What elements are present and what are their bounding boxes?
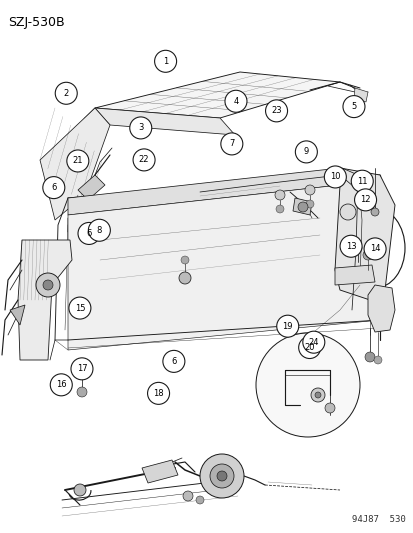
Circle shape [275, 205, 283, 213]
Circle shape [362, 250, 372, 260]
Circle shape [304, 185, 314, 195]
Text: 5: 5 [351, 102, 356, 111]
Text: 10: 10 [329, 173, 340, 181]
Text: SZJ-530B: SZJ-530B [8, 16, 64, 29]
Polygon shape [68, 168, 339, 215]
Circle shape [305, 200, 313, 208]
Circle shape [199, 454, 243, 498]
Circle shape [274, 190, 284, 200]
Text: 13: 13 [345, 242, 356, 251]
Text: 12: 12 [359, 196, 370, 204]
Circle shape [74, 484, 86, 496]
Circle shape [88, 219, 110, 241]
Circle shape [302, 331, 324, 353]
Circle shape [364, 352, 374, 362]
Polygon shape [367, 285, 394, 332]
Circle shape [178, 272, 190, 284]
Text: 9: 9 [303, 148, 308, 156]
Text: 20: 20 [304, 343, 314, 352]
Text: 15: 15 [74, 304, 85, 312]
Circle shape [314, 392, 320, 398]
Circle shape [195, 496, 204, 504]
Text: 18: 18 [153, 389, 164, 398]
Circle shape [297, 202, 307, 212]
Text: 6: 6 [86, 229, 91, 238]
Circle shape [353, 244, 361, 252]
Circle shape [265, 100, 287, 122]
Circle shape [36, 273, 60, 297]
Polygon shape [142, 460, 178, 483]
Circle shape [180, 256, 189, 264]
Polygon shape [68, 185, 379, 350]
Circle shape [342, 95, 364, 118]
Text: 24: 24 [308, 338, 318, 346]
Circle shape [276, 315, 298, 337]
Circle shape [183, 491, 192, 501]
Polygon shape [334, 265, 374, 285]
Circle shape [43, 176, 65, 199]
Text: 21: 21 [72, 157, 83, 165]
Polygon shape [353, 88, 367, 102]
Text: 23: 23 [271, 107, 281, 115]
Circle shape [350, 170, 373, 192]
Text: 4: 4 [233, 97, 238, 106]
Polygon shape [334, 168, 394, 300]
Circle shape [216, 471, 226, 481]
Circle shape [66, 150, 89, 172]
Circle shape [154, 50, 176, 72]
Circle shape [354, 189, 376, 211]
Circle shape [255, 333, 359, 437]
Circle shape [324, 403, 334, 413]
Circle shape [323, 166, 346, 188]
Circle shape [147, 382, 169, 405]
Circle shape [310, 388, 324, 402]
Polygon shape [40, 108, 110, 220]
Circle shape [370, 208, 378, 216]
Polygon shape [68, 192, 279, 232]
Text: 14: 14 [369, 245, 380, 253]
Text: 11: 11 [356, 177, 367, 185]
Circle shape [224, 90, 247, 112]
Circle shape [209, 464, 233, 488]
Circle shape [220, 133, 242, 155]
Circle shape [339, 235, 361, 257]
Circle shape [43, 280, 53, 290]
Text: 94J87  530: 94J87 530 [351, 515, 405, 524]
Text: 19: 19 [282, 322, 292, 330]
Polygon shape [95, 72, 339, 118]
Circle shape [71, 358, 93, 380]
Text: 17: 17 [76, 365, 87, 373]
Polygon shape [10, 305, 25, 325]
Polygon shape [95, 108, 235, 135]
Circle shape [69, 297, 91, 319]
Text: 1: 1 [163, 57, 168, 66]
Text: 22: 22 [138, 156, 149, 164]
Text: 6: 6 [171, 357, 176, 366]
Circle shape [339, 204, 355, 220]
Circle shape [363, 238, 385, 260]
Text: 6: 6 [51, 183, 56, 192]
Polygon shape [292, 198, 311, 215]
Text: 3: 3 [138, 124, 143, 132]
Circle shape [373, 356, 381, 364]
Circle shape [50, 374, 72, 396]
Circle shape [129, 117, 152, 139]
Circle shape [298, 336, 320, 359]
Circle shape [133, 149, 155, 171]
Polygon shape [78, 175, 105, 200]
Polygon shape [18, 240, 72, 360]
Circle shape [55, 82, 77, 104]
Circle shape [162, 350, 185, 373]
Text: 2: 2 [64, 89, 69, 98]
Circle shape [78, 222, 100, 245]
Text: 8: 8 [97, 226, 102, 235]
Text: 7: 7 [229, 140, 234, 148]
Text: 16: 16 [56, 381, 66, 389]
Circle shape [77, 387, 87, 397]
Circle shape [294, 141, 317, 163]
